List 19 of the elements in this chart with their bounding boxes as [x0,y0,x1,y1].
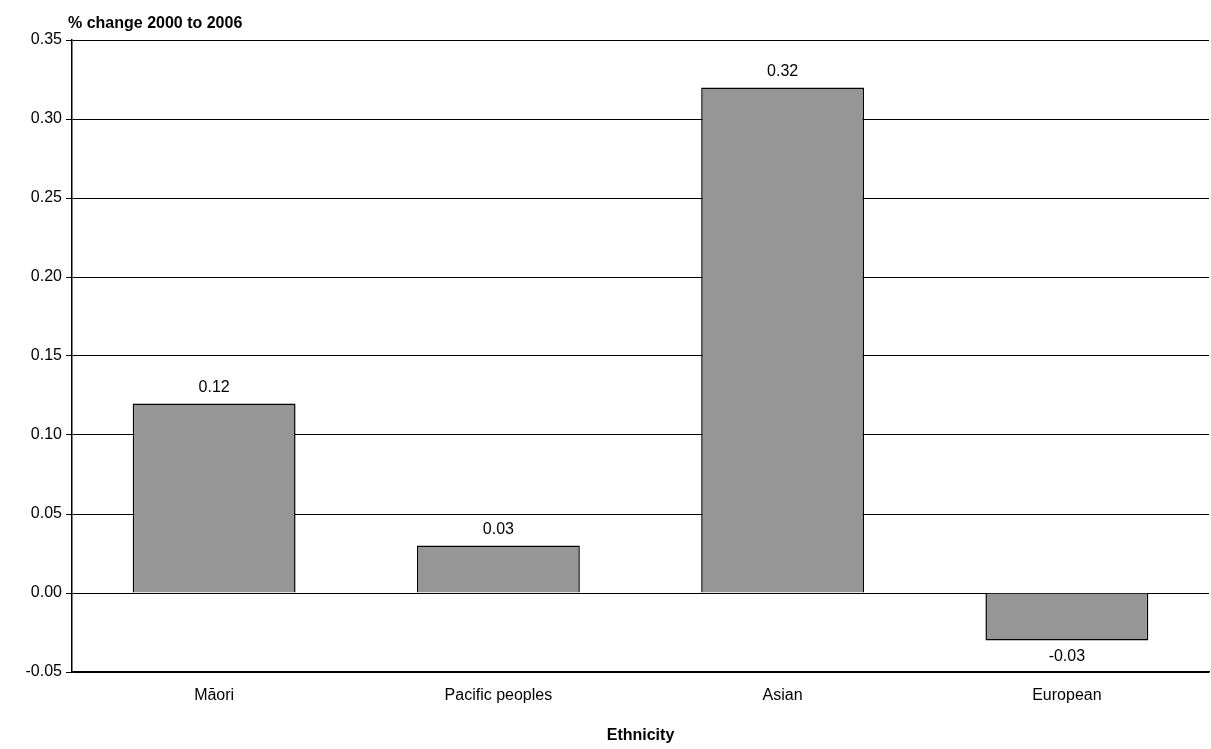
y-tick-label: 0.15 [30,346,63,364]
y-tick-label: 0.10 [30,425,63,443]
y-tick-label: 0.35 [30,30,63,48]
x-axis-title: Ethnicity [606,725,675,743]
data-label: -0.03 [1048,646,1086,664]
y-tick-label: -0.05 [25,662,63,680]
x-tick-label: European [1032,686,1102,704]
data-label: 0.03 [482,520,515,538]
y-axis-title: % change 2000 to 2006 [68,14,243,31]
data-label: 0.32 [767,61,799,79]
x-tick-label: Māori [194,686,235,704]
x-tick-label: Asian [762,686,803,704]
y-tick-label: 0.30 [30,109,63,127]
data-label: 0.12 [198,377,230,395]
y-tick-label: 0.00 [30,583,63,601]
x-tick-label: Pacific peoples [444,686,553,704]
y-tick-label: 0.25 [30,188,63,206]
y-tick-label: 0.05 [30,504,63,522]
y-tick-label: 0.20 [30,267,63,285]
